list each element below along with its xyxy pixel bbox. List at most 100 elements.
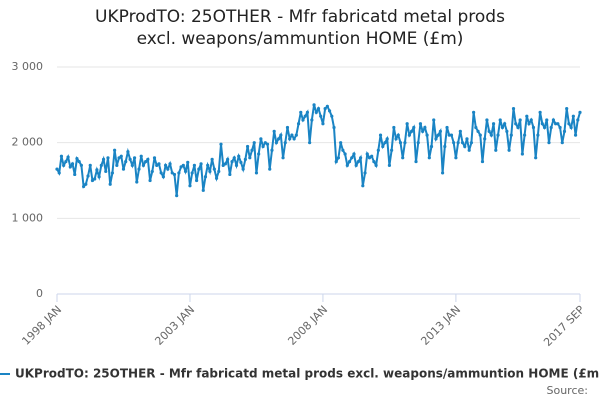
point [469, 141, 474, 145]
point [578, 110, 582, 114]
point [398, 141, 403, 145]
point [177, 171, 181, 175]
point [472, 110, 476, 114]
point [305, 110, 310, 114]
point [560, 141, 564, 145]
point [441, 171, 445, 175]
point [141, 163, 146, 167]
x-tick-label: 2003 JAN [152, 303, 197, 348]
point [81, 184, 86, 189]
point [323, 107, 327, 111]
point [226, 157, 230, 161]
point [374, 163, 378, 167]
point [303, 114, 307, 118]
point [257, 152, 261, 156]
point [163, 163, 168, 167]
point [576, 118, 580, 122]
point [376, 148, 380, 152]
point [531, 125, 536, 130]
point [172, 172, 177, 177]
point [183, 169, 188, 174]
point [489, 133, 493, 137]
point [119, 154, 123, 158]
point [558, 125, 562, 130]
point [487, 129, 491, 133]
point [106, 156, 110, 160]
point [372, 159, 376, 164]
point [301, 118, 305, 122]
point [350, 156, 354, 160]
point [132, 156, 137, 160]
point [396, 133, 400, 137]
point [498, 118, 502, 122]
point [354, 163, 358, 167]
point [403, 141, 407, 145]
point [285, 125, 290, 130]
point [525, 114, 529, 118]
point [319, 114, 323, 118]
point [108, 182, 112, 186]
point [491, 122, 496, 126]
point [259, 137, 263, 141]
point [514, 122, 518, 126]
x-tick-label: 2017 SEP [541, 303, 587, 349]
point [296, 122, 301, 126]
point [343, 152, 347, 156]
point [130, 163, 134, 167]
point [232, 156, 236, 160]
point [443, 144, 447, 149]
point [228, 172, 232, 177]
point [409, 129, 414, 133]
point [268, 167, 272, 171]
point [212, 167, 216, 171]
point [237, 154, 241, 158]
point [507, 148, 511, 152]
point [483, 137, 487, 141]
point [503, 122, 507, 126]
point [345, 163, 349, 167]
y-tick-label: 3 000 [12, 60, 44, 73]
point [126, 150, 130, 154]
point [206, 163, 210, 167]
point [248, 156, 252, 160]
point [214, 176, 219, 180]
point [554, 122, 558, 126]
point [460, 141, 465, 145]
point [385, 137, 389, 141]
point [445, 125, 449, 130]
point [547, 141, 551, 145]
point [332, 125, 336, 130]
point [336, 156, 341, 160]
point [418, 122, 423, 126]
point [243, 157, 247, 161]
point [556, 122, 560, 126]
point [175, 194, 179, 198]
point [496, 133, 500, 137]
point [476, 129, 480, 133]
point [334, 159, 338, 164]
point [465, 137, 469, 141]
point [511, 107, 516, 111]
point [363, 171, 367, 175]
point [199, 162, 203, 166]
point [104, 169, 108, 174]
point [538, 110, 542, 114]
point [330, 114, 334, 118]
point [551, 118, 556, 122]
point [93, 177, 97, 181]
point [166, 167, 170, 171]
point [516, 125, 520, 130]
point [292, 137, 296, 141]
point [73, 172, 77, 177]
point [562, 129, 567, 133]
point [294, 133, 298, 137]
point [494, 148, 498, 152]
point [412, 125, 416, 130]
point [219, 142, 223, 146]
point [529, 118, 533, 122]
point [347, 159, 352, 164]
point [463, 144, 467, 149]
point [283, 141, 287, 145]
point [456, 141, 460, 145]
point [128, 157, 132, 161]
